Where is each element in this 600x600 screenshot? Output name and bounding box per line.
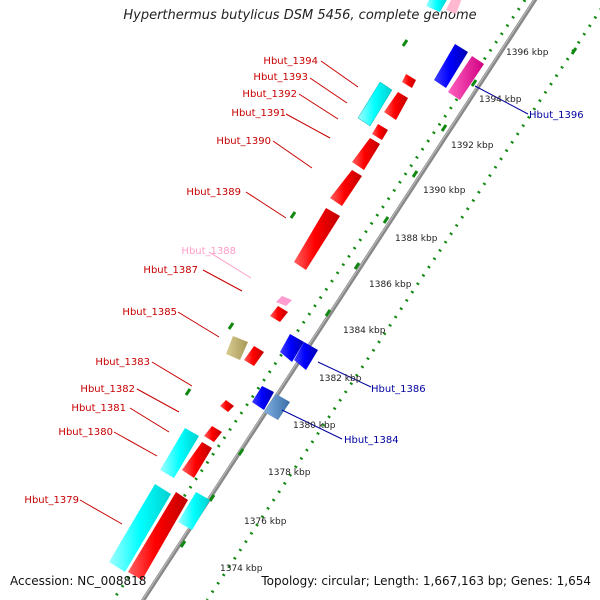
gene-label-hbut1396: Hbut_1396 (529, 110, 584, 121)
cds-feature-hbut1393 (384, 92, 408, 120)
gene-label-hbut1393: Hbut_1393 (253, 72, 308, 83)
pseudo-feature-hbut1388 (276, 296, 292, 306)
backbone-highlight (141, 0, 535, 600)
gene-label-hbut1381: Hbut_1381 (71, 403, 126, 414)
gene-label-hbut1394: Hbut_1394 (263, 56, 318, 67)
cds-feature-hbut1386a (280, 334, 304, 362)
scale-label: 1378 kbp (268, 468, 311, 478)
gene-label-hbut1385: Hbut_1385 (122, 307, 177, 318)
right-gene-labels: Hbut_1396 Hbut_1386 Hbut_1384 (344, 110, 584, 446)
cds-feature-hbut1381 (204, 426, 222, 442)
scale-label: 1374 kbp (220, 564, 263, 574)
map-title: Hyperthermus butylicus DSM 5456, complet… (123, 8, 477, 23)
cds-feature-hbut1382 (220, 400, 234, 412)
scale-labels: 1374 kbp 1376 kbp 1378 kbp 1380 kbp 1382 kbp… (220, 48, 549, 574)
outer-track-dashes (184, 39, 409, 396)
gene-label-hbut1382: Hbut_1382 (80, 384, 135, 395)
magenta-feature (448, 56, 484, 100)
cds-feature-hbut1380 (182, 442, 212, 478)
left-gene-labels: Hbut_1394 Hbut_1393 Hbut_1392 Hbut_1391 Hbut… (24, 56, 318, 506)
cds-feature-hbut1384a (252, 386, 274, 410)
rna-features (109, 0, 447, 572)
cds-feature-hbut1394 (402, 74, 416, 88)
rna-feature (160, 428, 199, 478)
forward-cds-features (128, 74, 416, 580)
right-callout-lines (281, 85, 529, 440)
gene-label-hbut1386: Hbut_1386 (371, 384, 426, 395)
scale-ticks (179, 47, 578, 548)
scale-label: 1382 kbp (319, 374, 362, 384)
scale-label: 1386 kbp (369, 280, 412, 290)
rna-feature (178, 492, 210, 530)
olive-feature-hbut1385 (226, 336, 248, 360)
gene-label-hbut1387: Hbut_1387 (143, 265, 198, 276)
gene-label-hbut1388: Hbut_1388 (181, 246, 236, 257)
cds-feature-hbut1387 (270, 306, 288, 322)
scale-label: 1392 kbp (451, 141, 494, 151)
cds-feature-hbut1389 (294, 208, 340, 270)
cds-feature-hbut1386b (294, 342, 318, 370)
scale-label: 1380 kbp (293, 421, 336, 431)
gene-label-hbut1389: Hbut_1389 (186, 187, 241, 198)
genome-summary-text: Topology: circular; Length: 1,667,163 bp… (261, 574, 591, 588)
scale-label: 1396 kbp (506, 48, 549, 58)
cds-feature-hbut1389a (330, 170, 362, 206)
gene-label-hbut1391: Hbut_1391 (231, 108, 286, 119)
scale-label: 1388 kbp (395, 234, 438, 244)
reverse-cds-features (252, 44, 468, 420)
gene-label-hbut1380: Hbut_1380 (58, 427, 113, 438)
rna-feature (426, 0, 447, 12)
scale-label: 1394 kbp (479, 95, 522, 105)
cds-feature-hbut1384b (264, 394, 290, 420)
faint-callout-line (208, 251, 252, 279)
gene-label-hbut1383: Hbut_1383 (95, 357, 150, 368)
inner-dotted-track (205, 7, 600, 600)
gene-label-hbut1379: Hbut_1379 (24, 495, 79, 506)
accession-text: Accession: NC_008818 (10, 574, 147, 588)
gene-label-hbut1390: Hbut_1390 (216, 136, 271, 147)
gene-label-hbut1384: Hbut_1384 (344, 435, 399, 446)
scale-label: 1390 kbp (423, 186, 466, 196)
outer-dotted-track (111, 0, 527, 600)
rna-feature (109, 484, 171, 572)
scale-label: 1376 kbp (244, 517, 287, 527)
scale-label: 1384 kbp (343, 326, 386, 336)
rna-feature (357, 81, 393, 127)
genome-backbone (140, 0, 538, 600)
cds-feature-hbut1385 (244, 346, 264, 366)
cds-feature-hbut1390 (352, 138, 380, 170)
cds-feature-hbut1391 (372, 124, 388, 140)
left-callout-lines (79, 60, 359, 525)
pseudo-feature-top (446, 0, 462, 14)
cds-feature-hbut1379 (128, 492, 188, 580)
gene-label-hbut1392: Hbut_1392 (242, 89, 297, 100)
cds-feature-hbut1396 (434, 44, 468, 88)
